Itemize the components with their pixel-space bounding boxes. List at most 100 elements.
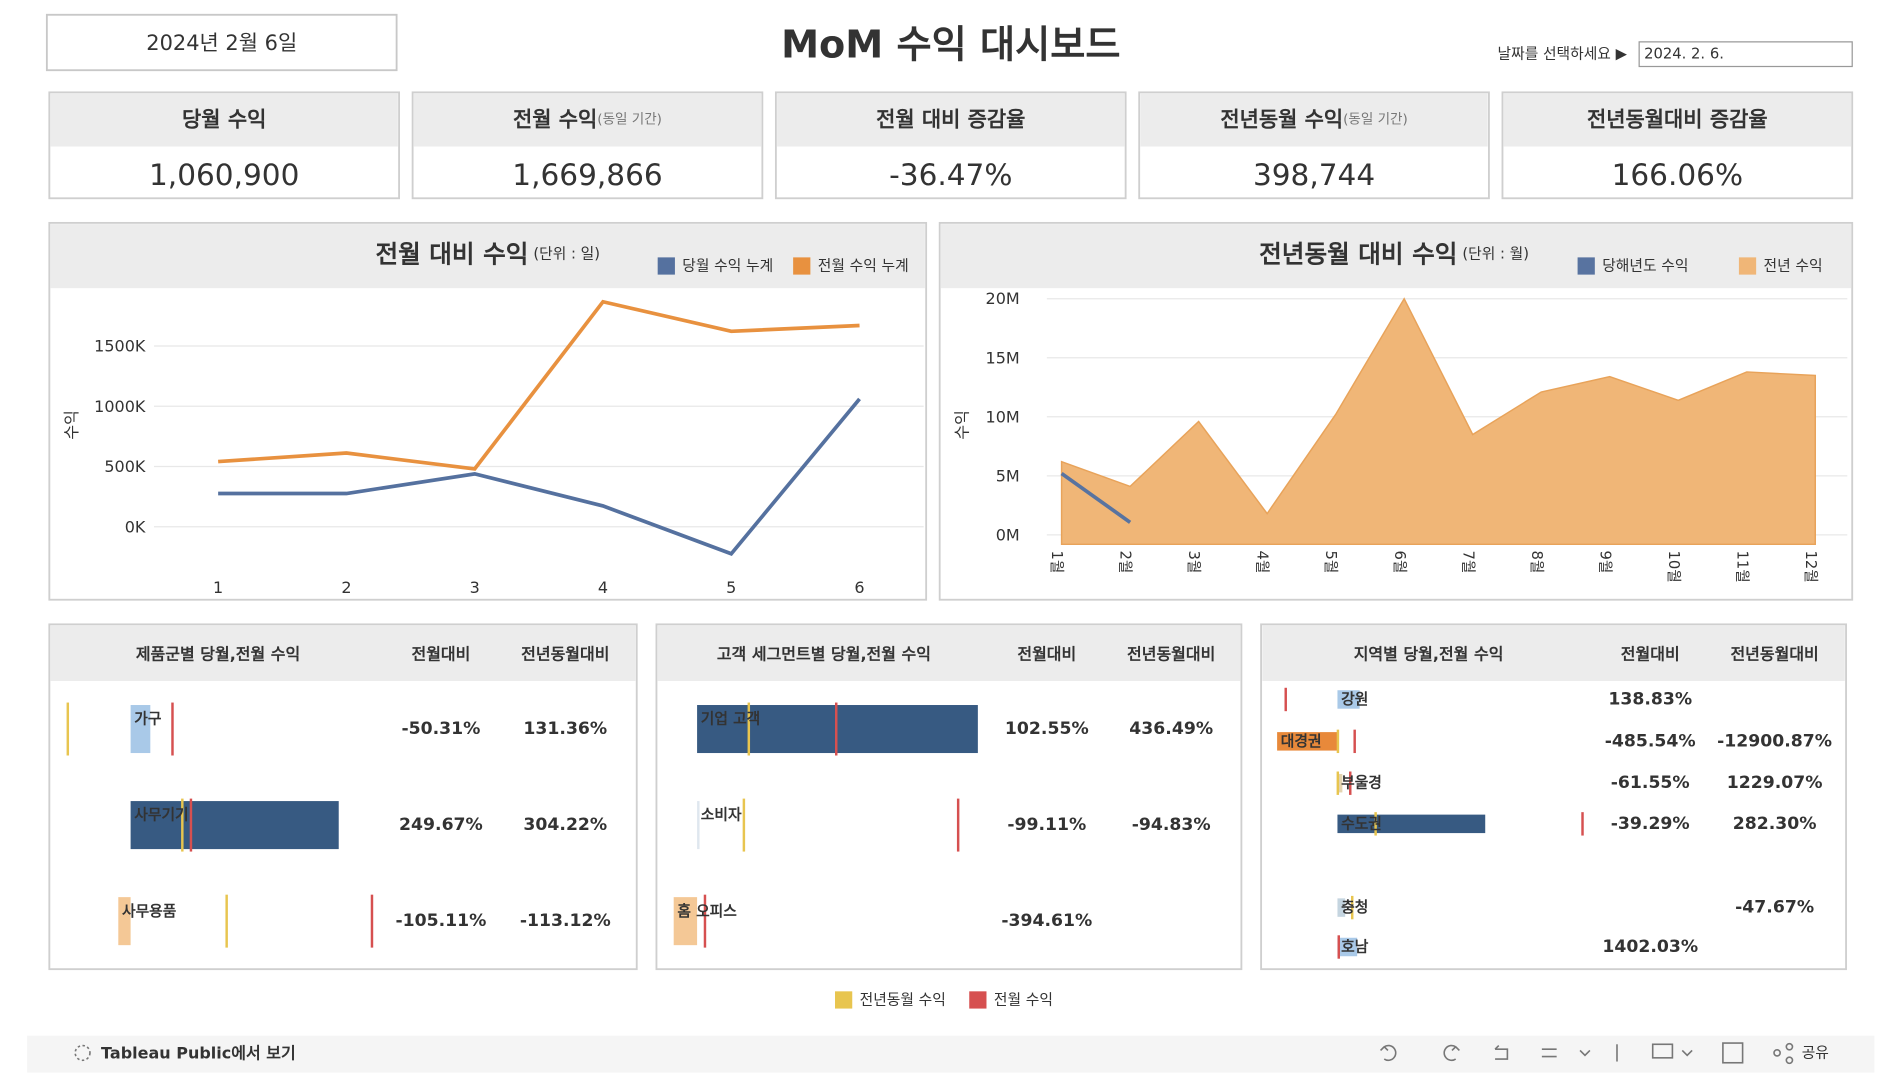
- y-tick-label: 0M: [996, 525, 1020, 544]
- kpi-value: 1,669,866: [512, 158, 662, 192]
- change-rate: -394.61%: [1001, 911, 1092, 931]
- bar: [130, 705, 151, 754]
- kpi-title-text: 전월 대비 증감율: [876, 107, 1025, 131]
- column-header: 전년동월대비: [1127, 644, 1215, 663]
- change-rate: 131.36%: [523, 719, 607, 739]
- share-button[interactable]: 공유: [1802, 1044, 1829, 1061]
- column-header: 전월대비: [411, 644, 470, 663]
- y-tick-label: 10M: [986, 407, 1020, 426]
- column-header: 전년동월대비: [521, 644, 609, 663]
- y-tick-label: 500K: [104, 457, 146, 476]
- panel: [48, 623, 638, 971]
- x-tick-label: 12월: [1802, 550, 1819, 582]
- chart-title-text: 전년동월 대비 수익: [1259, 239, 1457, 268]
- row-label: 가구: [134, 711, 162, 728]
- chart-title: 전년동월 대비 수익 (단위 : 월): [1259, 239, 1529, 268]
- panel-header: [1503, 93, 1851, 147]
- change-rate: -39.29%: [1611, 814, 1690, 834]
- kpi-title: 전년동월대비 증감율: [1587, 107, 1768, 131]
- kpi-note: (동일 기간): [1343, 111, 1408, 127]
- kpi-value: -36.47%: [889, 158, 1012, 192]
- x-tick-label: 1: [213, 578, 223, 597]
- row-label: 사무용품: [122, 903, 177, 920]
- change-rate: 1229.07%: [1727, 773, 1823, 793]
- panel-header: [657, 625, 1241, 682]
- x-tick-label: 8월: [1528, 550, 1545, 573]
- legend-label: 전년동월 수익: [860, 991, 946, 1008]
- row-label: 충청: [1341, 899, 1368, 916]
- x-tick-label: 1월: [1048, 550, 1065, 573]
- change-rate: 138.83%: [1608, 689, 1692, 709]
- tableau-link[interactable]: Tableau Public에서 보기: [101, 1043, 296, 1062]
- bar: [1337, 898, 1346, 917]
- kpi-title-text: 전년동월 수익: [1220, 107, 1343, 131]
- kpi-title: 당월 수익: [182, 107, 266, 131]
- row-label: 부울경: [1341, 774, 1382, 792]
- row-label: 소비자: [701, 807, 742, 824]
- panel-header: [50, 625, 636, 682]
- change-rate: -485.54%: [1605, 731, 1696, 751]
- legend-swatch: [657, 257, 675, 275]
- legend-label: 전월 수익: [994, 991, 1053, 1008]
- legend-label: 당해년도 수익: [1602, 257, 1688, 274]
- change-rate: -99.11%: [1007, 815, 1086, 835]
- x-tick-label: 9월: [1596, 550, 1613, 573]
- toolbar: [27, 1035, 1875, 1073]
- change-rate: 1402.03%: [1602, 937, 1698, 957]
- dashboard-title: MoM 수익 대시보드: [781, 24, 1120, 68]
- legend-label: 전년 수익: [1764, 257, 1823, 274]
- x-tick-label: 6: [854, 578, 864, 597]
- x-tick-label: 5월: [1322, 550, 1339, 573]
- chart-subtitle: (단위 : 월): [1462, 245, 1529, 262]
- bar: [1337, 773, 1343, 793]
- change-rate: -50.31%: [401, 719, 480, 739]
- table-title: 제품군별 당월,전월 수익: [136, 644, 300, 663]
- bar: [1337, 690, 1360, 709]
- kpi-value: 166.06%: [1612, 158, 1743, 192]
- filter-label: 날짜를 선택하세요 ▶: [1498, 46, 1628, 63]
- panel-header: [777, 93, 1125, 147]
- bar: [1337, 937, 1358, 957]
- legend-label: 전월 수익 누계: [818, 257, 909, 274]
- panel: [655, 623, 1243, 971]
- y-axis-label: 수익: [62, 410, 81, 439]
- y-axis-label: 수익: [952, 410, 971, 439]
- column-header: 전월대비: [1017, 644, 1076, 663]
- row-label: 대경권: [1281, 732, 1322, 750]
- table-title: 지역별 당월,전월 수익: [1354, 644, 1504, 663]
- chart-subtitle: (단위 : 일): [533, 245, 600, 262]
- x-tick-label: 5: [726, 578, 736, 597]
- panel-header: [50, 224, 925, 289]
- line-series: [1060, 471, 1132, 524]
- date-input: [1638, 41, 1853, 68]
- change-rate: -47.67%: [1735, 898, 1814, 918]
- legend-swatch: [969, 991, 987, 1009]
- change-rate: -94.83%: [1132, 815, 1211, 835]
- row-label: 강원: [1341, 690, 1368, 708]
- area-series: [1060, 297, 1816, 546]
- column-header: 전월대비: [1621, 644, 1680, 663]
- panel-header: [413, 93, 762, 147]
- toolbar-icons: [74, 1042, 1794, 1065]
- change-rate: 436.49%: [1129, 719, 1213, 739]
- chart-title: 전월 대비 수익 (단위 : 일): [375, 239, 600, 268]
- bar: [118, 897, 131, 946]
- change-rate: 249.67%: [399, 815, 483, 835]
- date-input-value: 2024. 2. 6.: [1644, 46, 1724, 63]
- y-tick-label: 1500K: [94, 336, 146, 355]
- bar: [673, 897, 698, 946]
- y-tick-label: 1000K: [94, 397, 146, 416]
- kpi-title-text: 전년동월대비 증감율: [1587, 107, 1768, 131]
- change-rate: 282.30%: [1733, 814, 1817, 834]
- change-rate: -12900.87%: [1717, 731, 1832, 751]
- y-tick-label: 5M: [996, 466, 1020, 485]
- line-series: [218, 397, 861, 556]
- kpi-title-text: 당월 수익: [182, 107, 266, 131]
- change-rate: 304.22%: [523, 815, 607, 835]
- legend-swatch: [793, 257, 811, 275]
- row-label: 호남: [1341, 939, 1369, 956]
- legend-label: 당월 수익 누계: [682, 257, 773, 274]
- y-tick-label: 15M: [986, 348, 1020, 367]
